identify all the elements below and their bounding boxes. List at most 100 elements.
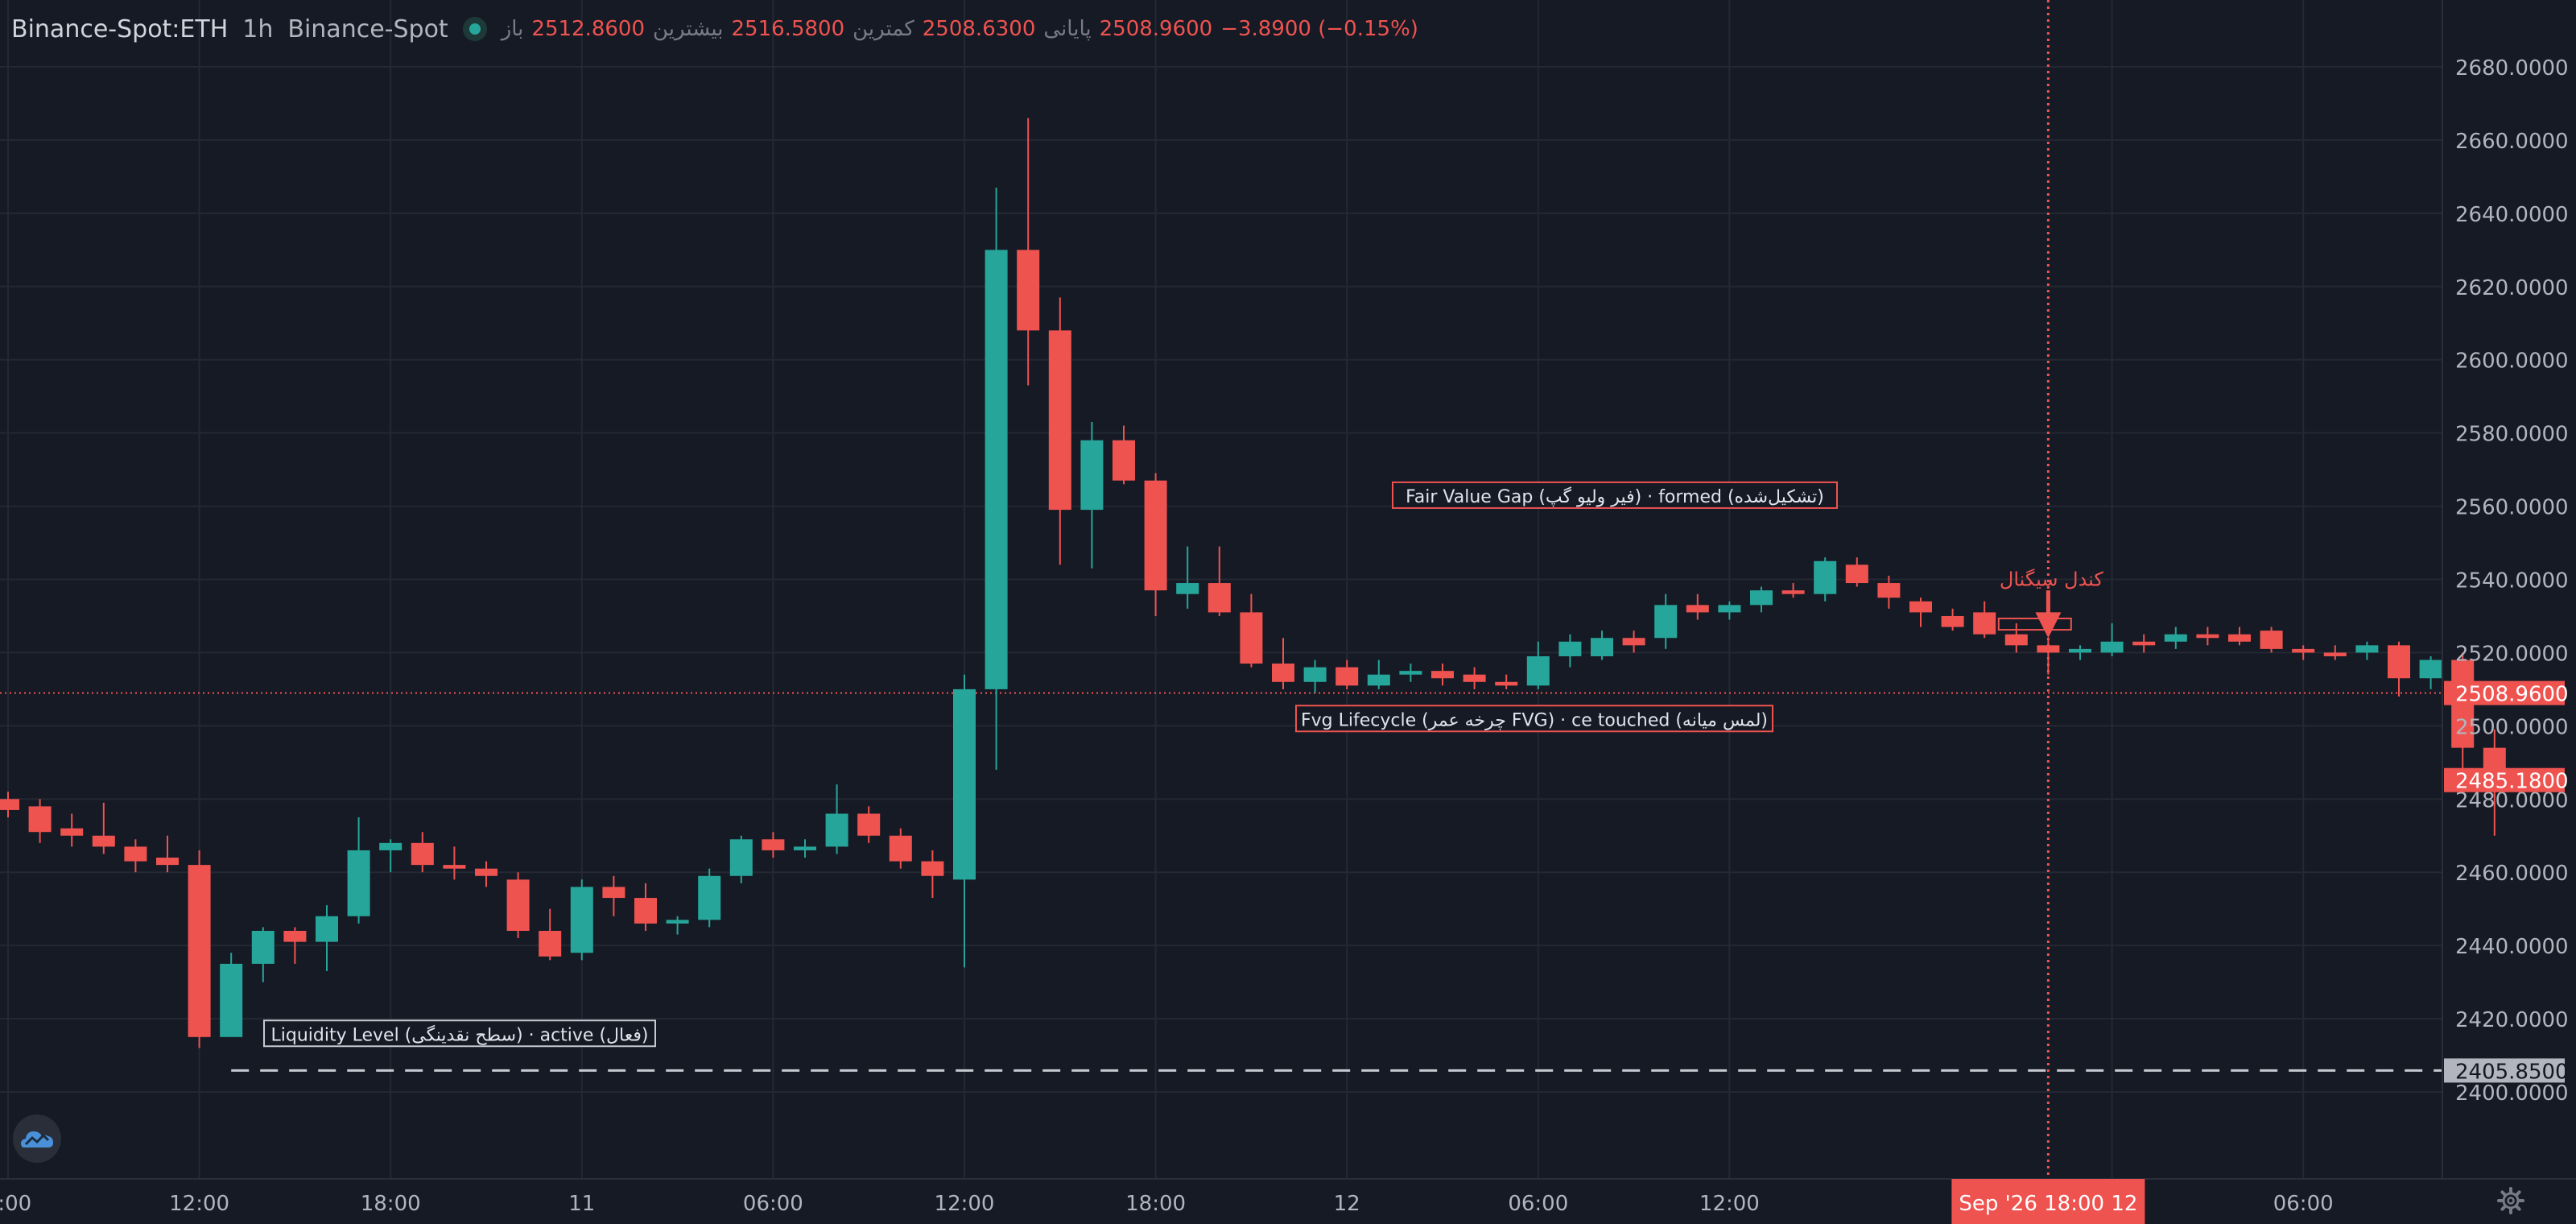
- price-markers: 2508.9600 2485.1800 2405.8500: [2444, 680, 2569, 1084]
- x-tick-label: 18:00: [361, 1192, 421, 1216]
- candle-body: [1367, 674, 1390, 686]
- y-tick-label: 2500.0000: [2455, 715, 2569, 739]
- gear-icon[interactable]: [2497, 1187, 2524, 1214]
- x-tick-label: 18:00: [1125, 1192, 1186, 1216]
- candle-body: [1558, 641, 1582, 656]
- price-marker-bg: [2444, 680, 2565, 705]
- candle-body: [1399, 671, 1422, 675]
- candle-body: [2164, 634, 2187, 642]
- candle-body: [347, 850, 370, 916]
- time-axis[interactable]: 6:00 12:00 18:00 11 06:00 12:00 18:00 12 06:00 12…: [0, 1179, 2334, 1224]
- candle-body: [889, 835, 912, 862]
- candle-body: [283, 930, 307, 942]
- candle-body: [2069, 648, 2091, 653]
- candle-body: [92, 835, 115, 847]
- candle-body: [0, 799, 19, 810]
- candle-body: [2323, 652, 2347, 656]
- x-tick-label: 12:00: [169, 1192, 229, 1216]
- candle-body: [1941, 615, 1964, 627]
- candle-body: [156, 858, 179, 866]
- y-tick-label: 2540.0000: [2455, 569, 2569, 593]
- candles: [0, 118, 2506, 1048]
- candle-body: [2132, 641, 2156, 646]
- candle-body: [1335, 667, 1359, 686]
- candle-body: [1272, 664, 1294, 682]
- price-marker-label: 2508.9600: [2455, 683, 2569, 707]
- y-tick-label: 2620.0000: [2455, 276, 2569, 300]
- candle-body: [1495, 681, 1518, 686]
- symbol-name[interactable]: Binance-Spot:ETH: [11, 14, 229, 43]
- candle-body: [251, 930, 275, 964]
- x-tick-label: 12:00: [935, 1192, 995, 1216]
- candle-body: [2228, 634, 2251, 642]
- candle-body: [1909, 601, 1932, 613]
- candle-body: [539, 930, 562, 957]
- y-tick-label: 2600.0000: [2455, 349, 2569, 374]
- crosshair-time-label: Sep '26 18:00 12: [1959, 1192, 2137, 1216]
- close-value: 2508.9600: [1099, 17, 1213, 41]
- exchange-name: Binance-Spot: [287, 14, 448, 43]
- candle-body: [2037, 645, 2060, 653]
- y-tick-label: 2560.0000: [2455, 496, 2569, 520]
- candle-body: [2419, 660, 2442, 679]
- low-label: کمترین: [852, 17, 914, 41]
- price-axis[interactable]: 2680.0000 2660.0000 2640.0000 2620.0000 2600…: [2455, 56, 2569, 1106]
- candle-body: [1591, 638, 1613, 656]
- open-value: 2512.8600: [531, 17, 646, 41]
- candle-body: [762, 839, 785, 850]
- candle-body: [985, 250, 1008, 689]
- candle-body: [1622, 638, 1645, 646]
- candle-body: [1463, 674, 1486, 682]
- candle-body: [1176, 583, 1199, 594]
- price-marker-bg: [2444, 1058, 2565, 1083]
- liquidity-level-label: Liquidity Level (سطح نقدینگی) · active (…: [271, 1024, 649, 1045]
- candle-body: [60, 828, 84, 836]
- interval-label[interactable]: 1h: [242, 14, 274, 43]
- y-tick-label: 2480.0000: [2455, 788, 2569, 813]
- candle-body: [570, 887, 593, 953]
- y-tick-label: 2660.0000: [2455, 130, 2569, 154]
- ohlc-values: باز 2512.8600 بیشترین 2516.5800 کمترین 2…: [502, 17, 1418, 41]
- candle-body: [220, 963, 243, 1037]
- change-value: −3.8900 (−0.15%): [1220, 17, 1418, 41]
- candle-body: [443, 865, 466, 869]
- candle-body: [506, 879, 530, 931]
- candle-body: [1781, 590, 1805, 594]
- candle-body: [921, 861, 944, 876]
- y-tick-label: 2520.0000: [2455, 642, 2569, 666]
- x-tick-label: 06:00: [743, 1192, 803, 1216]
- candle-body: [1431, 671, 1454, 679]
- close-label: پایانی: [1043, 17, 1092, 41]
- candle-body: [1144, 480, 1167, 591]
- x-tick-label: 12:00: [1699, 1192, 1760, 1216]
- candle-body: [1113, 440, 1135, 481]
- x-tick-label: 06:00: [1508, 1192, 1568, 1216]
- candle-body: [2196, 634, 2219, 639]
- candle-body: [1973, 612, 1996, 635]
- candle-body: [729, 839, 753, 876]
- fvg-lifecycle-label-box: [1295, 705, 1773, 733]
- candle-body: [825, 813, 848, 847]
- high-value: 2516.5800: [731, 17, 845, 41]
- candle-body: [1208, 583, 1231, 613]
- fvg-formed-label-box: [1392, 481, 1838, 509]
- candle-body: [1526, 655, 1550, 686]
- candle-body: [1814, 560, 1837, 594]
- candle-body: [2388, 645, 2410, 679]
- candle-body: [2355, 645, 2379, 653]
- tradingview-cloud-icon[interactable]: [13, 1114, 61, 1163]
- market-status-icon[interactable]: [462, 17, 487, 41]
- level-lines: [0, 0, 2442, 1179]
- candle-body: [666, 920, 689, 924]
- candle-body: [1048, 330, 1071, 511]
- candle-body: [2004, 634, 2028, 646]
- candle-body: [1080, 440, 1104, 511]
- signal-box: [1997, 618, 2072, 631]
- y-tick-label: 2460.0000: [2455, 862, 2569, 886]
- legend-header: Binance-Spot:ETH 1h Binance-Spot باز 251…: [11, 11, 1418, 47]
- candle-body: [857, 813, 881, 836]
- price-marker-label: 2405.8500: [2455, 1060, 2569, 1084]
- x-tick-label: 6:00: [0, 1192, 31, 1216]
- y-tick-label: 2580.0000: [2455, 423, 2569, 447]
